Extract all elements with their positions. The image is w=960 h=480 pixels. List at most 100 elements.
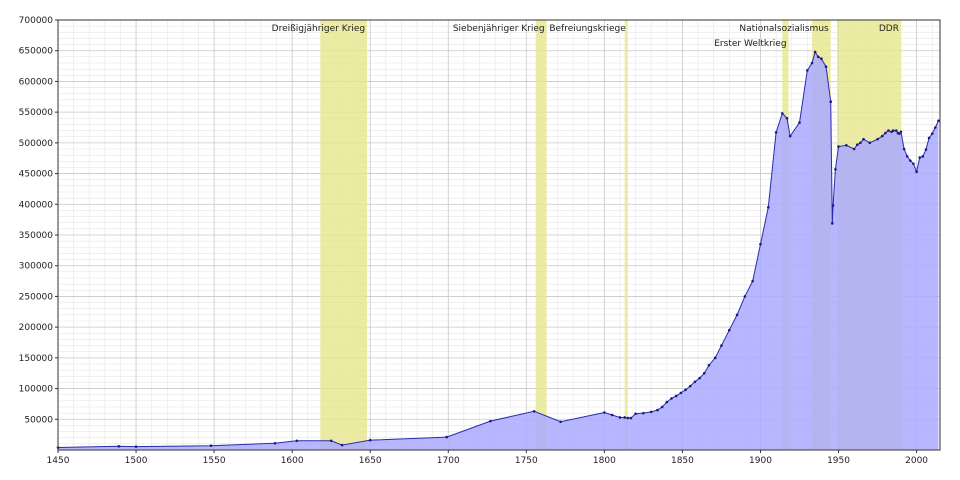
x-tick-label: 1650 (359, 456, 382, 466)
data-point (743, 295, 747, 298)
period-label: DDR (879, 24, 899, 34)
data-point (927, 136, 931, 140)
period-band (535, 20, 547, 450)
y-tick-label: 700000 (19, 16, 54, 26)
data-point (852, 147, 856, 151)
data-point (921, 155, 925, 158)
data-point (788, 134, 792, 138)
area-fill (58, 51, 939, 450)
period-band (624, 20, 628, 450)
data-point (831, 204, 835, 207)
data-point (626, 416, 630, 420)
y-tick-label: 450000 (19, 170, 54, 180)
data-point (693, 380, 697, 384)
data-point (855, 143, 859, 146)
data-point (759, 242, 762, 246)
data-point (445, 435, 449, 439)
x-tick-label: 1700 (437, 456, 460, 466)
data-point (909, 159, 912, 162)
data-point (707, 363, 711, 367)
x-tick-label: 1850 (671, 456, 694, 466)
data-point (340, 443, 344, 447)
data-point (806, 69, 809, 72)
data-point (924, 148, 928, 151)
data-point (912, 162, 915, 166)
data-point (656, 408, 659, 412)
x-tick-label: 1950 (827, 456, 850, 466)
data-point (816, 55, 820, 59)
data-point (930, 132, 934, 135)
y-tick-label: 400000 (19, 200, 54, 210)
x-tick-label: 2000 (905, 456, 928, 466)
x-tick-label: 1500 (125, 456, 148, 466)
data-point (629, 416, 633, 420)
population-markers (56, 50, 940, 449)
y-tick-label: 100000 (19, 385, 54, 395)
data-point (813, 50, 817, 54)
data-point (532, 410, 536, 413)
data-point (766, 206, 770, 209)
data-point (820, 57, 823, 60)
data-point (117, 445, 121, 448)
data-point (329, 439, 333, 443)
data-point (862, 137, 865, 141)
data-point (642, 411, 645, 415)
data-point (898, 132, 901, 135)
data-point (720, 344, 723, 347)
data-point (937, 119, 940, 123)
data-point (894, 129, 898, 132)
data-point (934, 126, 937, 129)
data-point (674, 394, 678, 398)
data-point (834, 167, 837, 171)
data-point (830, 222, 834, 225)
y-tick-label: 250000 (19, 292, 54, 302)
data-point (688, 384, 692, 388)
data-point (610, 413, 614, 417)
data-point (603, 411, 606, 414)
x-axis-ticks: 1450 1500 1550 1600 1650 1700 1750 1800 1850 1900… (47, 450, 928, 466)
data-point (887, 129, 890, 132)
period-label: Erster Weltkrieg (714, 39, 786, 49)
x-tick-label: 1550 (203, 456, 226, 466)
y-tick-label: 650000 (19, 47, 54, 57)
x-tick-label: 1750 (515, 456, 538, 466)
y-tick-label: 500000 (19, 139, 54, 149)
data-point (679, 391, 683, 395)
x-tick-label: 1450 (47, 456, 70, 466)
data-point (489, 419, 492, 423)
data-point (702, 371, 706, 375)
period-labels: Dreißigjähriger Krieg Siebenjähriger Krie… (272, 24, 899, 49)
data-point (781, 112, 784, 115)
data-point (915, 170, 918, 174)
y-axis-ticks: 50000 100000 150000 200000 250000 300000 35000… (19, 16, 58, 425)
data-point (899, 130, 903, 134)
data-point (209, 444, 213, 448)
period-band (320, 20, 368, 450)
data-point (829, 100, 833, 103)
data-point (798, 121, 801, 124)
data-point (684, 388, 687, 392)
data-point (713, 356, 717, 360)
data-point (902, 147, 906, 151)
data-point (918, 156, 922, 159)
data-point (884, 131, 887, 135)
y-tick-label: 200000 (19, 323, 54, 333)
x-tick-label: 1900 (749, 456, 772, 466)
x-tick-label: 1600 (281, 456, 304, 466)
period-label: Befreiungskriege (549, 24, 626, 34)
data-point (670, 397, 673, 400)
y-tick-label: 350000 (19, 231, 54, 241)
data-point (665, 400, 669, 404)
data-point (774, 131, 778, 134)
data-point (698, 376, 701, 380)
y-tick-label: 150000 (19, 354, 54, 364)
data-point (785, 116, 789, 120)
data-point (727, 328, 731, 332)
period-label: Dreißigjähriger Krieg (272, 24, 365, 34)
data-point (559, 420, 562, 424)
data-point (824, 65, 828, 68)
data-point (810, 61, 814, 65)
y-tick-label: 550000 (19, 108, 54, 118)
period-label: Siebenjähriger Krieg (453, 24, 545, 34)
